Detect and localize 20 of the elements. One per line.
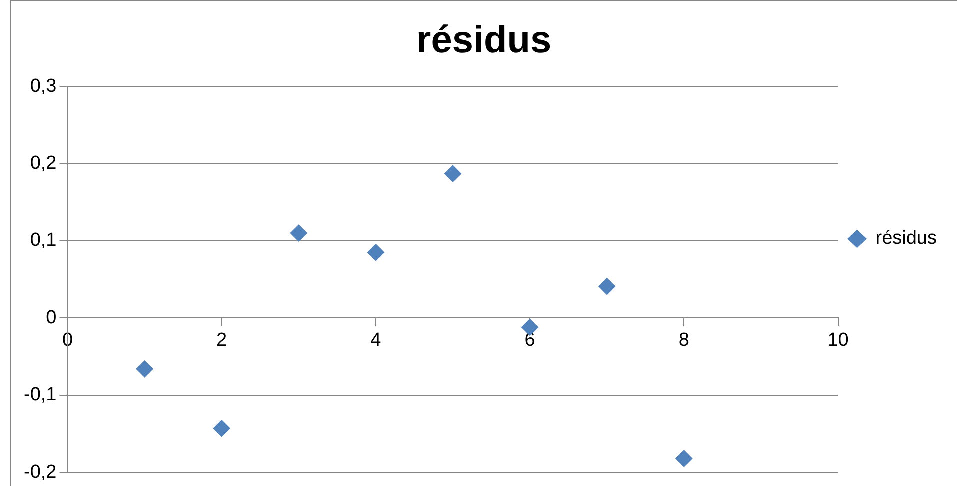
y-tick-label: -0,2 xyxy=(24,462,57,483)
point xyxy=(444,165,462,182)
x-tick-label: 10 xyxy=(828,330,849,351)
legend-label: résidus xyxy=(876,228,937,250)
point xyxy=(290,224,308,242)
y-tick-label: 0,3 xyxy=(30,76,57,97)
point xyxy=(598,278,616,296)
point xyxy=(367,244,384,262)
x-tick-label: 4 xyxy=(370,330,382,351)
y-tick-label: -0,1 xyxy=(24,384,57,406)
x-tick-label: 0 xyxy=(62,330,74,351)
chart-title: résidus xyxy=(416,19,552,62)
y-tick-label: 0 xyxy=(46,307,57,328)
point xyxy=(676,450,693,468)
x-tick-label: 8 xyxy=(678,330,690,351)
point xyxy=(213,420,230,438)
point xyxy=(136,360,154,378)
y-tick-label: 0,2 xyxy=(30,153,57,174)
y-tick-label: 0,1 xyxy=(30,230,57,252)
x-tick-label: 2 xyxy=(216,330,228,351)
